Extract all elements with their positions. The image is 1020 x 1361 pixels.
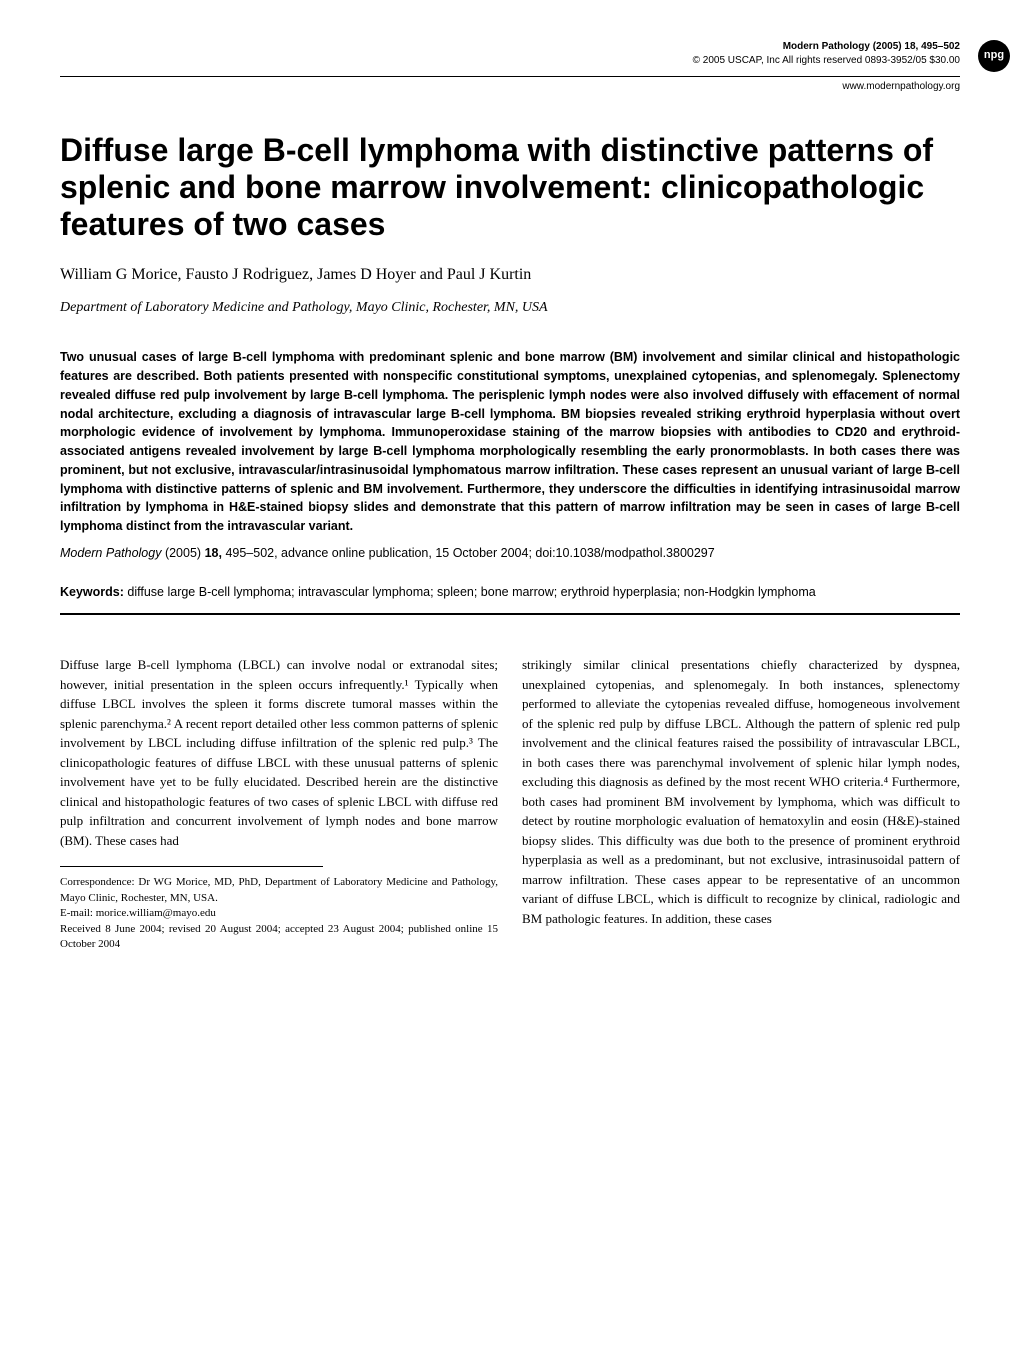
journal-citation-line: Modern Pathology (2005) 18, 495–502 — [60, 40, 960, 54]
author-list: William G Morice, Fausto J Rodriguez, Ja… — [60, 266, 960, 284]
body-paragraph-1: Diffuse large B-cell lymphoma (LBCL) can… — [60, 655, 498, 850]
correspondence-email: E-mail: morice.william@mayo.edu — [60, 906, 498, 921]
keywords-text: diffuse large B-cell lymphoma; intravasc… — [127, 585, 815, 599]
body-text-columns: Diffuse large B-cell lymphoma (LBCL) can… — [60, 655, 960, 952]
left-column: Diffuse large B-cell lymphoma (LBCL) can… — [60, 655, 498, 952]
citation-volume: 18, — [205, 546, 222, 560]
abstract-citation: Modern Pathology (2005) 18, 495–502, adv… — [60, 544, 960, 563]
correspondence-text: Correspondence: Dr WG Morice, MD, PhD, D… — [60, 875, 498, 906]
keywords-section: Keywords: diffuse large B-cell lymphoma;… — [60, 583, 960, 602]
article-title: Diffuse large B-cell lymphoma with disti… — [60, 132, 960, 242]
website-url: www.modernpathology.org — [60, 81, 960, 92]
correspondence-dates: Received 8 June 2004; revised 20 August … — [60, 922, 498, 953]
correspondence-divider — [60, 866, 323, 867]
right-column: strikingly similar clinical presentation… — [522, 655, 960, 952]
author-affiliation: Department of Laboratory Medicine and Pa… — [60, 300, 960, 316]
correspondence-block: Correspondence: Dr WG Morice, MD, PhD, D… — [60, 875, 498, 952]
keywords-label: Keywords: — [60, 585, 124, 599]
npg-logo-icon: npg — [978, 40, 1010, 72]
citation-year: (2005) — [165, 546, 201, 560]
citation-journal: Modern Pathology — [60, 546, 161, 560]
abstract-text: Two unusual cases of large B-cell lympho… — [60, 348, 960, 536]
citation-pages: 495–502, advance online publication, 15 … — [225, 546, 714, 560]
journal-header: npg Modern Pathology (2005) 18, 495–502 … — [60, 40, 960, 68]
body-paragraph-2: strikingly similar clinical presentation… — [522, 655, 960, 928]
keywords-divider — [60, 613, 960, 615]
copyright-line: © 2005 USCAP, Inc All rights reserved 08… — [60, 54, 960, 68]
header-divider — [60, 76, 960, 77]
